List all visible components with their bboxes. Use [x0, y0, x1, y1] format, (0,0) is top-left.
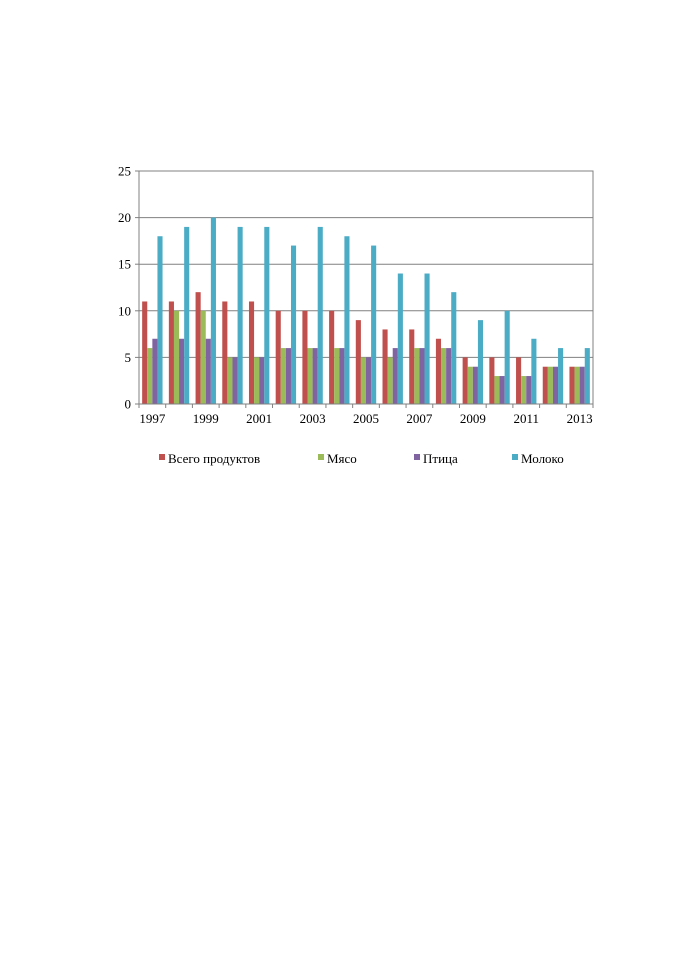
- bar: [339, 348, 345, 404]
- bar: [157, 236, 163, 404]
- bar: [355, 320, 361, 404]
- legend-swatch: [159, 454, 165, 460]
- bar: [494, 376, 500, 404]
- bar: [285, 348, 291, 404]
- legend-swatch: [512, 454, 518, 460]
- bar: [558, 348, 564, 404]
- bar: [531, 338, 537, 404]
- y-tick-label: 10: [118, 303, 131, 318]
- bar: [168, 301, 174, 404]
- bar: [200, 310, 206, 404]
- bar: [307, 348, 313, 404]
- bar: [152, 338, 158, 404]
- bar: [409, 329, 415, 404]
- bar: [280, 348, 286, 404]
- x-tick-label: 1997: [139, 411, 166, 426]
- bar: [173, 310, 180, 404]
- bar: [424, 273, 430, 404]
- legend-swatch: [318, 454, 324, 460]
- y-tick-label: 0: [125, 397, 132, 412]
- legend-label: Мясо: [327, 451, 357, 466]
- bar: [302, 310, 308, 404]
- bar: [290, 245, 297, 404]
- bar: [574, 366, 580, 404]
- bar: [584, 348, 590, 404]
- bar: [232, 357, 238, 404]
- bar: [195, 292, 201, 404]
- bar: [334, 348, 340, 404]
- bar: [414, 348, 420, 404]
- legend-label: Птица: [423, 451, 458, 466]
- bar: [387, 357, 393, 404]
- bar: [467, 366, 473, 404]
- bar: [446, 348, 452, 404]
- bar: [360, 357, 366, 404]
- bar: [435, 338, 442, 404]
- bar: [237, 226, 243, 404]
- bar: [205, 338, 211, 404]
- bar: [264, 226, 270, 404]
- x-tick-label: 2013: [567, 411, 593, 426]
- x-tick-label: 2007: [406, 411, 433, 426]
- bar: [419, 348, 425, 404]
- bar: [441, 348, 447, 404]
- bar: [329, 310, 335, 404]
- bar: [344, 236, 350, 404]
- bar: [397, 273, 403, 404]
- bar: [371, 245, 377, 404]
- chart-legend: Всего продуктов Мясо Птица Молоко: [159, 451, 564, 466]
- bar: [248, 301, 255, 404]
- bar: [499, 376, 505, 404]
- bar: [254, 357, 260, 404]
- bar: [227, 357, 233, 404]
- bar: [489, 357, 495, 404]
- bar: [521, 376, 527, 404]
- x-tick-label: 2003: [300, 411, 326, 426]
- bar: [317, 226, 323, 404]
- legend-label: Всего продуктов: [168, 451, 260, 466]
- x-axis-ticks: 1997 1999 2001 2003 2005 2007 2009 2011 2013: [138, 404, 594, 426]
- bar: [222, 301, 228, 404]
- bar: [504, 310, 510, 404]
- bar: [542, 366, 548, 404]
- bar: [579, 366, 585, 404]
- bar: [179, 338, 185, 404]
- bar: [547, 366, 553, 404]
- x-tick-label: 2009: [460, 411, 486, 426]
- x-tick-label: 1999: [193, 411, 219, 426]
- y-tick-label: 20: [118, 210, 131, 225]
- bar: [147, 348, 153, 404]
- x-tick-label: 2001: [246, 411, 272, 426]
- bar: [569, 366, 575, 404]
- y-tick-label: 15: [118, 257, 131, 272]
- bar: [462, 357, 468, 404]
- bar: [472, 366, 478, 404]
- y-tick-label: 25: [118, 164, 131, 179]
- legend-label: Молоко: [521, 451, 564, 466]
- bar: [516, 357, 522, 404]
- bar: [526, 376, 532, 404]
- y-tick-label: 5: [125, 350, 132, 365]
- bar: [451, 292, 457, 404]
- bar: [312, 348, 318, 404]
- legend-swatch: [414, 454, 420, 460]
- x-tick-label: 2005: [353, 411, 379, 426]
- bar: [275, 310, 281, 404]
- bar: [210, 217, 216, 404]
- bar: [477, 320, 484, 404]
- chart-axes: [138, 170, 594, 405]
- bar: [552, 366, 559, 404]
- bar: [184, 226, 190, 404]
- y-axis-ticks: 0 5 10 15 20 25: [118, 164, 139, 412]
- chart-bars: [142, 217, 590, 404]
- bar: [366, 357, 372, 404]
- bar: [392, 348, 398, 404]
- bar: [259, 357, 265, 404]
- x-tick-label: 2011: [513, 411, 539, 426]
- bar: [382, 329, 388, 404]
- bar: [142, 301, 148, 404]
